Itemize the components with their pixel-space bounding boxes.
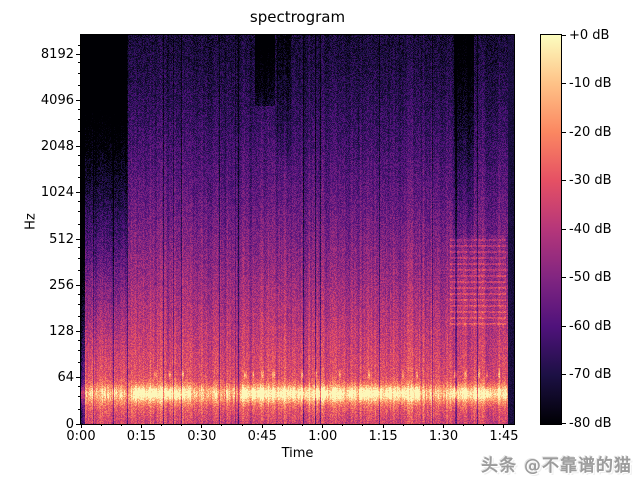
x-minor-tick <box>100 424 102 426</box>
colorbar-tick <box>562 277 566 278</box>
colorbar-tick-label: -80 dB <box>569 415 612 431</box>
colorbar-tick <box>562 374 566 375</box>
x-major-tick <box>322 424 324 428</box>
x-minor-tick <box>342 424 344 426</box>
y-major-tick <box>76 377 80 379</box>
y-minor-tick <box>78 211 80 213</box>
colorbar-gradient <box>541 35 561 424</box>
colorbar-tick <box>562 180 566 181</box>
colorbar-tick-label: -20 dB <box>569 124 612 140</box>
y-major-tick <box>76 146 80 147</box>
colorbar-tick <box>562 325 566 327</box>
x-tick-label: 0:15 <box>126 429 156 444</box>
y-minor-tick <box>78 177 80 179</box>
y-major-tick <box>76 331 80 332</box>
y-minor-tick <box>78 201 80 203</box>
y-minor-tick <box>78 154 80 156</box>
x-major-tick <box>140 424 142 428</box>
y-minor-tick <box>78 131 80 133</box>
y-tick-label: 64 <box>57 370 74 386</box>
y-minor-tick <box>78 303 80 305</box>
x-minor-tick <box>362 424 364 426</box>
chart-title: spectrogram <box>249 8 346 26</box>
x-tick-label: 1:00 <box>308 429 338 444</box>
y-minor-tick <box>78 44 80 46</box>
y-tick-label: 256 <box>49 277 74 293</box>
x-minor-tick <box>463 424 465 426</box>
x-minor-tick <box>281 424 283 426</box>
y-tick-label: 128 <box>49 324 74 339</box>
y-major-tick <box>76 238 80 240</box>
colorbar-tick-label: -30 dB <box>569 173 612 188</box>
x-minor-tick <box>422 424 424 426</box>
colorbar-tick <box>562 131 566 133</box>
x-tick-label: 0:30 <box>187 429 217 444</box>
y-minor-tick <box>78 396 80 398</box>
x-major-tick <box>382 424 384 428</box>
y-major-tick <box>76 99 80 101</box>
x-tick-label: 0:00 <box>66 429 96 444</box>
y-minor-tick <box>78 223 80 225</box>
y-minor-tick <box>78 118 80 120</box>
y-minor-tick <box>78 108 80 110</box>
x-minor-tick <box>402 424 404 426</box>
y-minor-tick <box>78 257 80 259</box>
y-tick-label: 0 <box>65 416 74 432</box>
y-major-tick <box>76 53 80 55</box>
y-minor-tick <box>78 316 80 318</box>
y-tick-label: 4096 <box>40 92 74 108</box>
colorbar-tick-label: -10 dB <box>569 76 612 91</box>
y-tick-label: 8192 <box>40 46 74 62</box>
y-minor-tick <box>78 293 80 295</box>
x-tick-label: 1:45 <box>489 429 519 444</box>
x-major-tick <box>80 424 82 428</box>
y-minor-tick <box>78 62 80 64</box>
y-minor-tick <box>78 165 80 167</box>
x-minor-tick <box>181 424 183 426</box>
colorbar-tick <box>562 83 566 84</box>
colorbar <box>540 34 562 425</box>
colorbar-tick <box>562 34 566 36</box>
y-minor-tick <box>78 269 80 271</box>
x-major-tick <box>201 424 203 428</box>
y-major-tick <box>76 284 80 286</box>
y-minor-tick <box>78 408 80 410</box>
plot-area <box>80 34 515 425</box>
spectrogram-canvas <box>81 35 514 424</box>
y-minor-tick <box>78 362 80 364</box>
x-minor-tick <box>221 424 223 426</box>
y-minor-tick <box>78 350 80 352</box>
x-major-tick <box>261 424 263 428</box>
y-major-tick <box>76 192 80 194</box>
x-minor-tick <box>483 424 485 426</box>
colorbar-tick-label: -70 dB <box>569 367 612 382</box>
y-tick-label: 2048 <box>40 139 74 154</box>
y-tick-label: 1024 <box>40 185 74 201</box>
x-minor-tick <box>302 424 304 426</box>
colorbar-tick-label: -60 dB <box>569 318 612 334</box>
watermark-text: 头条 @不靠谱的猫 <box>481 456 632 476</box>
x-major-tick <box>443 424 444 428</box>
x-tick-label: 1:30 <box>428 429 459 444</box>
y-minor-tick <box>78 247 80 249</box>
colorbar-tick-label: -40 dB <box>569 221 612 237</box>
y-major-tick <box>76 423 80 425</box>
colorbar-tick <box>562 422 566 424</box>
x-minor-tick <box>120 424 122 426</box>
x-minor-tick <box>241 424 243 426</box>
colorbar-tick-label: -50 dB <box>569 270 612 285</box>
colorbar-tick <box>562 228 566 230</box>
colorbar-tick-label: +0 dB <box>569 27 610 43</box>
y-minor-tick <box>78 72 80 74</box>
x-major-tick <box>503 424 505 428</box>
y-minor-tick <box>78 386 80 388</box>
y-tick-label: 512 <box>49 231 74 247</box>
x-tick-label: 0:45 <box>247 429 277 444</box>
x-minor-tick <box>161 424 163 426</box>
y-minor-tick <box>78 84 80 86</box>
y-minor-tick <box>78 339 80 341</box>
x-tick-label: 1:15 <box>368 429 398 444</box>
x-axis-label: Time <box>281 446 314 461</box>
